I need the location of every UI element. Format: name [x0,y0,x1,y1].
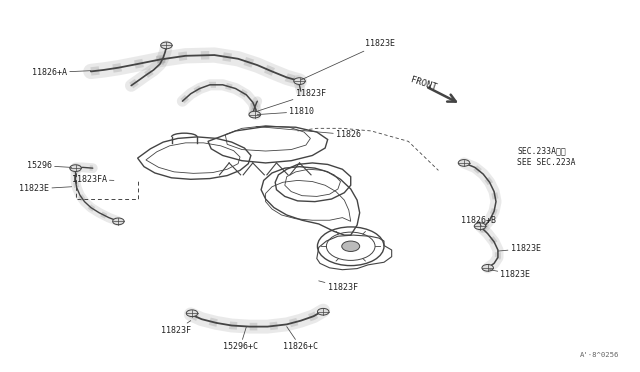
Text: 11823E: 11823E [301,39,395,80]
Circle shape [161,42,172,49]
Text: 11823E: 11823E [490,270,531,279]
Text: 11826+B: 11826+B [461,216,496,226]
Text: 11826+A: 11826+A [32,68,91,77]
Text: 11826+C: 11826+C [283,327,318,351]
Text: SEC.233A参照
SEE SEC.223A: SEC.233A参照 SEE SEC.223A [517,147,575,167]
Text: 11810: 11810 [257,107,314,116]
Circle shape [70,165,81,171]
Circle shape [482,264,493,271]
Text: 11823F: 11823F [319,281,358,292]
Circle shape [458,160,470,166]
Text: 11826: 11826 [256,126,361,139]
Text: 11823E: 11823E [498,244,541,253]
Circle shape [113,218,124,225]
Text: 15296+C: 15296+C [223,327,258,351]
Text: 15296: 15296 [27,161,72,170]
Circle shape [186,310,198,317]
Circle shape [474,223,486,230]
Circle shape [342,241,360,251]
Text: FRONT: FRONT [410,75,438,92]
Text: 11823FA: 11823FA [72,175,114,184]
Text: 11823F: 11823F [256,89,326,112]
Circle shape [249,111,260,118]
Circle shape [294,78,305,84]
Text: A'·8^0256: A'·8^0256 [580,352,620,358]
Circle shape [317,308,329,315]
Text: 11823E: 11823E [19,185,72,193]
Text: 11823F: 11823F [161,321,191,335]
